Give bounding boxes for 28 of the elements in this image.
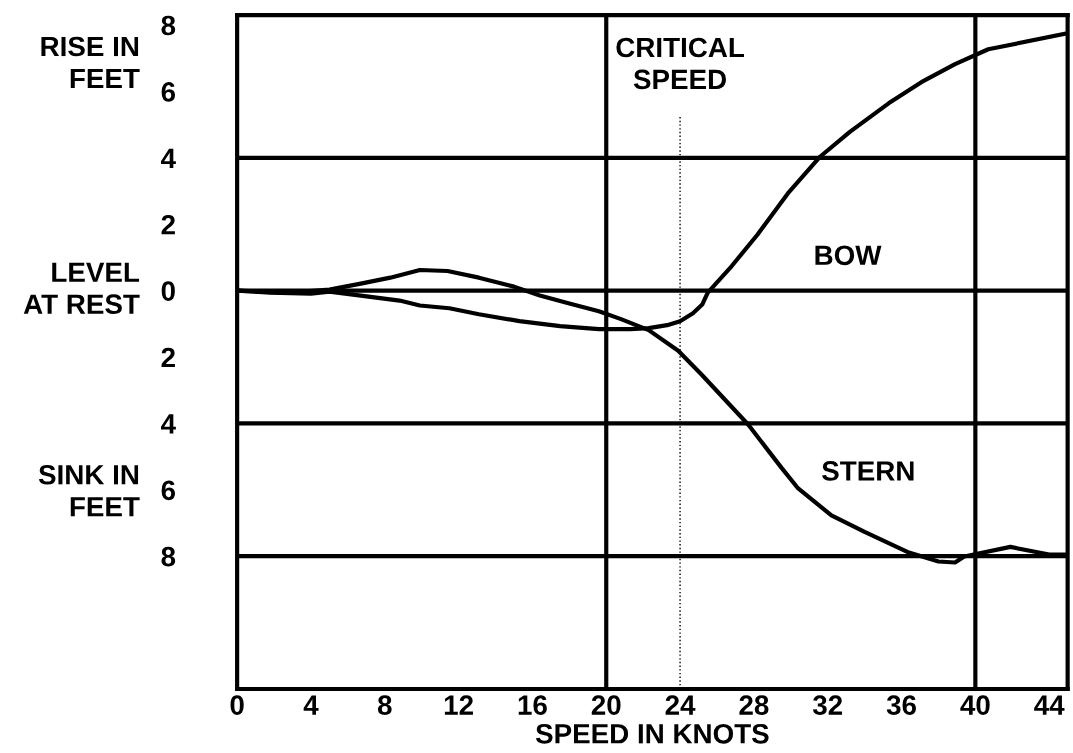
x-tick-label: 8 [377,695,392,715]
x-axis-title: SPEED IN KNOTS [535,723,769,744]
ref-line-label: CRITICAL SPEED [616,37,745,90]
x-tick-label: 20 [591,695,621,715]
x-tick-label: 24 [665,695,696,715]
text: RISE IN FEET [41,36,140,89]
x-tick-label: 44 [1034,695,1065,715]
y-tick-label: 6 [161,480,176,501]
series-label: BOW [815,245,882,266]
text: SINK IN FEET [38,464,140,517]
y-tick-label: 4 [161,148,176,168]
y-tick-label: 8 [161,15,176,36]
x-tick-label: 32 [812,695,843,715]
series-label: STERN [822,461,914,481]
y-tick-label: 0 [161,281,175,301]
x-tick-label: 36 [886,695,916,715]
y-tick-label: 2 [161,214,175,235]
x-tick-label: 28 [739,695,769,715]
y-tick-label: 8 [161,546,176,567]
y-tick-label: 2 [161,347,175,368]
x-tick-label: 0 [230,695,244,715]
y-tick-label: 4 [161,414,176,434]
x-tick-label: 40 [960,695,990,715]
x-tick-label: 12 [444,695,473,715]
y-tick-label: 6 [161,82,176,102]
x-tick-label: 4 [303,695,319,715]
x-tick-label: 16 [518,695,547,715]
text: LEVEL AT REST [23,262,140,315]
